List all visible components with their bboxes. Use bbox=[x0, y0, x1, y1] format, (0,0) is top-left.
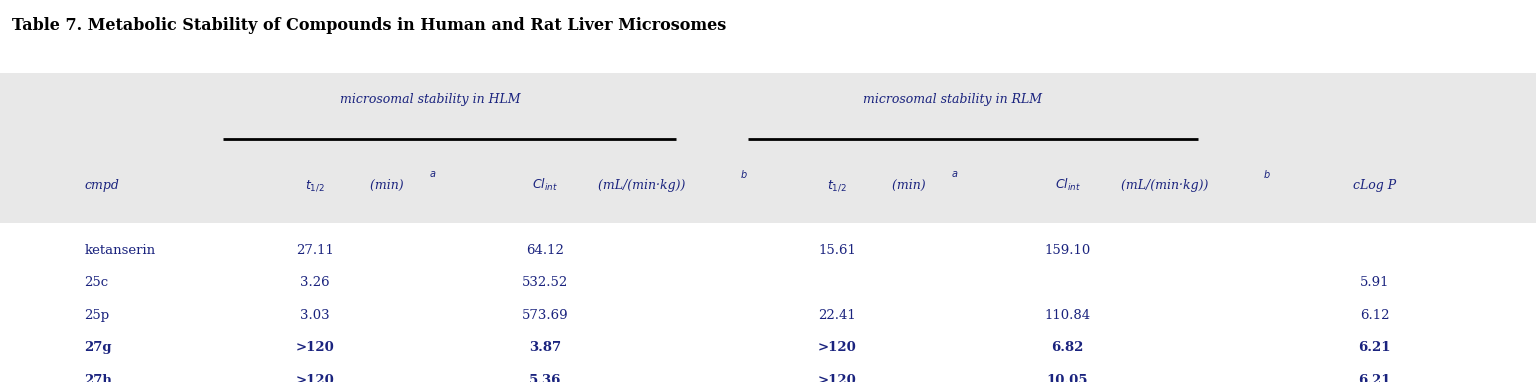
Text: ketanserin: ketanserin bbox=[84, 244, 155, 257]
Text: 25c: 25c bbox=[84, 276, 109, 289]
Text: $a$: $a$ bbox=[951, 169, 958, 179]
Text: >120: >120 bbox=[295, 341, 335, 354]
Bar bbox=[0, 73, 1536, 223]
Text: 110.84: 110.84 bbox=[1044, 309, 1091, 322]
Text: cmpd: cmpd bbox=[84, 179, 120, 192]
Text: 27g: 27g bbox=[84, 341, 112, 354]
Text: 6.12: 6.12 bbox=[1359, 309, 1390, 322]
Text: (min): (min) bbox=[366, 179, 402, 192]
Text: 159.10: 159.10 bbox=[1044, 244, 1091, 257]
Text: 3.87: 3.87 bbox=[530, 341, 561, 354]
Text: $b$: $b$ bbox=[740, 168, 748, 180]
Text: $t_{1/2}$: $t_{1/2}$ bbox=[306, 178, 324, 193]
Text: >120: >120 bbox=[817, 341, 857, 354]
Text: $t_{1/2}$: $t_{1/2}$ bbox=[828, 178, 846, 193]
Text: 6.21: 6.21 bbox=[1358, 341, 1392, 354]
Text: 27.11: 27.11 bbox=[296, 244, 333, 257]
Text: $\mathit{Cl}_\mathit{int}$: $\mathit{Cl}_\mathit{int}$ bbox=[533, 177, 558, 193]
Text: 3.26: 3.26 bbox=[300, 276, 330, 289]
Text: (min): (min) bbox=[888, 179, 925, 192]
Text: $b$: $b$ bbox=[1263, 168, 1270, 180]
Text: Table 7. Metabolic Stability of Compounds in Human and Rat Liver Microsomes: Table 7. Metabolic Stability of Compound… bbox=[12, 17, 727, 34]
Text: 6.82: 6.82 bbox=[1051, 341, 1084, 354]
Text: cLog P: cLog P bbox=[1353, 179, 1396, 192]
Text: 573.69: 573.69 bbox=[522, 309, 568, 322]
Text: 25p: 25p bbox=[84, 309, 109, 322]
Text: 10.05: 10.05 bbox=[1046, 374, 1089, 382]
Text: 64.12: 64.12 bbox=[527, 244, 564, 257]
Text: 22.41: 22.41 bbox=[819, 309, 856, 322]
Text: $a$: $a$ bbox=[429, 169, 436, 179]
Text: $\mathit{Cl}_\mathit{int}$: $\mathit{Cl}_\mathit{int}$ bbox=[1055, 177, 1080, 193]
Text: 5.91: 5.91 bbox=[1359, 276, 1390, 289]
Text: 3.03: 3.03 bbox=[300, 309, 330, 322]
Text: 6.21: 6.21 bbox=[1358, 374, 1392, 382]
Text: >120: >120 bbox=[817, 374, 857, 382]
Text: 532.52: 532.52 bbox=[522, 276, 568, 289]
Text: 27h: 27h bbox=[84, 374, 112, 382]
Text: microsomal stability in HLM: microsomal stability in HLM bbox=[339, 93, 521, 106]
Text: >120: >120 bbox=[295, 374, 335, 382]
Text: microsomal stability in RLM: microsomal stability in RLM bbox=[863, 93, 1041, 106]
Text: (mL/(min·kg)): (mL/(min·kg)) bbox=[594, 179, 685, 192]
Text: (mL/(min·kg)): (mL/(min·kg)) bbox=[1117, 179, 1207, 192]
Text: 5.36: 5.36 bbox=[528, 374, 562, 382]
Text: 15.61: 15.61 bbox=[819, 244, 856, 257]
